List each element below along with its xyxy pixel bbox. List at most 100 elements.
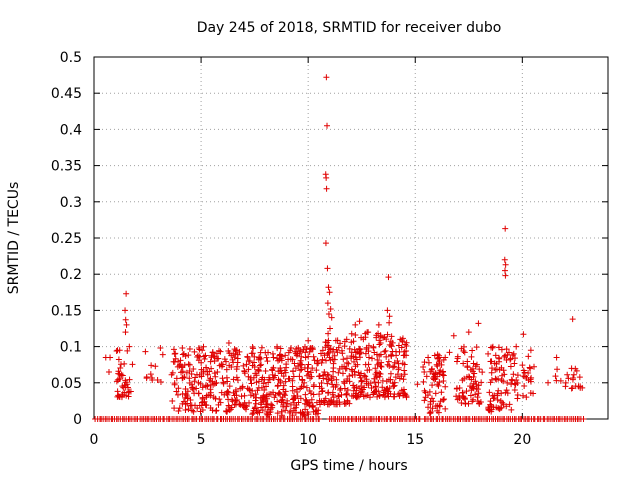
x-tick-label: 5	[197, 432, 206, 448]
data-point	[446, 349, 453, 356]
data-point	[501, 353, 508, 360]
data-point	[277, 345, 284, 352]
data-point	[511, 360, 518, 367]
data-point	[262, 367, 269, 374]
data-point	[326, 354, 333, 361]
data-point	[377, 332, 384, 339]
data-point	[232, 388, 239, 395]
data-point	[358, 382, 365, 389]
data-point	[123, 321, 130, 328]
data-point	[219, 361, 226, 368]
data-point	[508, 381, 515, 388]
data-point	[438, 389, 445, 396]
y-tick-label: 0.1	[60, 340, 82, 356]
data-point	[358, 334, 365, 341]
data-point	[268, 401, 275, 408]
data-point	[388, 352, 395, 359]
data-point	[324, 300, 331, 307]
data-point	[202, 382, 209, 389]
data-point	[285, 375, 292, 382]
data-point	[186, 375, 193, 382]
data-point	[435, 382, 442, 389]
data-point	[340, 378, 347, 385]
data-point	[169, 398, 176, 405]
data-point	[348, 366, 355, 373]
data-point	[330, 383, 337, 390]
data-point	[231, 392, 238, 399]
data-point	[203, 402, 210, 409]
data-point	[282, 378, 289, 385]
data-point	[365, 342, 372, 349]
data-point	[277, 379, 284, 386]
data-point	[253, 408, 260, 415]
data-point	[510, 350, 517, 357]
data-point	[488, 402, 495, 409]
data-point	[211, 370, 218, 377]
data-point	[274, 410, 281, 417]
data-point	[313, 407, 320, 414]
data-point	[440, 397, 447, 404]
data-point	[383, 378, 390, 385]
data-point	[230, 350, 237, 357]
data-point	[185, 361, 192, 368]
data-point	[562, 383, 569, 390]
data-point	[330, 346, 337, 353]
data-point	[525, 353, 532, 360]
data-point	[349, 371, 356, 378]
data-point	[234, 377, 241, 384]
data-point	[523, 394, 530, 401]
data-point	[123, 290, 130, 297]
data-point	[316, 373, 323, 380]
data-point	[328, 377, 335, 384]
data-point	[401, 367, 408, 374]
data-point	[251, 359, 258, 366]
data-point	[325, 284, 332, 291]
data-point	[240, 362, 247, 369]
data-point	[330, 394, 337, 401]
data-point	[384, 385, 391, 392]
data-point	[265, 349, 272, 356]
data-point	[343, 377, 350, 384]
data-point	[200, 353, 207, 360]
data-point	[291, 348, 298, 355]
data-point	[432, 370, 439, 377]
data-point	[316, 401, 323, 408]
data-point	[370, 344, 377, 351]
data-point	[353, 394, 360, 401]
data-point	[122, 379, 129, 386]
data-point	[527, 365, 534, 372]
data-point	[310, 391, 317, 398]
data-point	[325, 330, 332, 337]
data-point	[298, 353, 305, 360]
data-point	[184, 388, 191, 395]
data-point	[573, 367, 580, 374]
data-point	[241, 370, 248, 377]
data-point	[374, 351, 381, 358]
x-tick-label: 10	[299, 432, 317, 448]
data-point	[293, 345, 300, 352]
data-point	[553, 354, 560, 361]
data-point	[195, 345, 202, 352]
data-point	[214, 369, 221, 376]
data-point	[287, 401, 294, 408]
data-point	[487, 398, 494, 405]
data-point	[490, 395, 497, 402]
data-point	[118, 371, 125, 378]
data-point	[319, 347, 326, 354]
y-tick-label: 0.35	[51, 159, 82, 175]
data-point	[181, 361, 188, 368]
data-point	[399, 338, 406, 345]
data-point	[307, 375, 314, 382]
data-point	[453, 358, 460, 365]
data-point	[226, 383, 233, 390]
data-point	[463, 388, 470, 395]
data-point	[470, 385, 477, 392]
data-point	[117, 364, 124, 371]
data-point	[335, 369, 342, 376]
data-point	[450, 332, 457, 339]
data-point	[520, 367, 527, 374]
data-point	[504, 390, 511, 397]
data-point	[436, 369, 443, 376]
data-point	[149, 376, 156, 383]
data-point	[341, 399, 348, 406]
